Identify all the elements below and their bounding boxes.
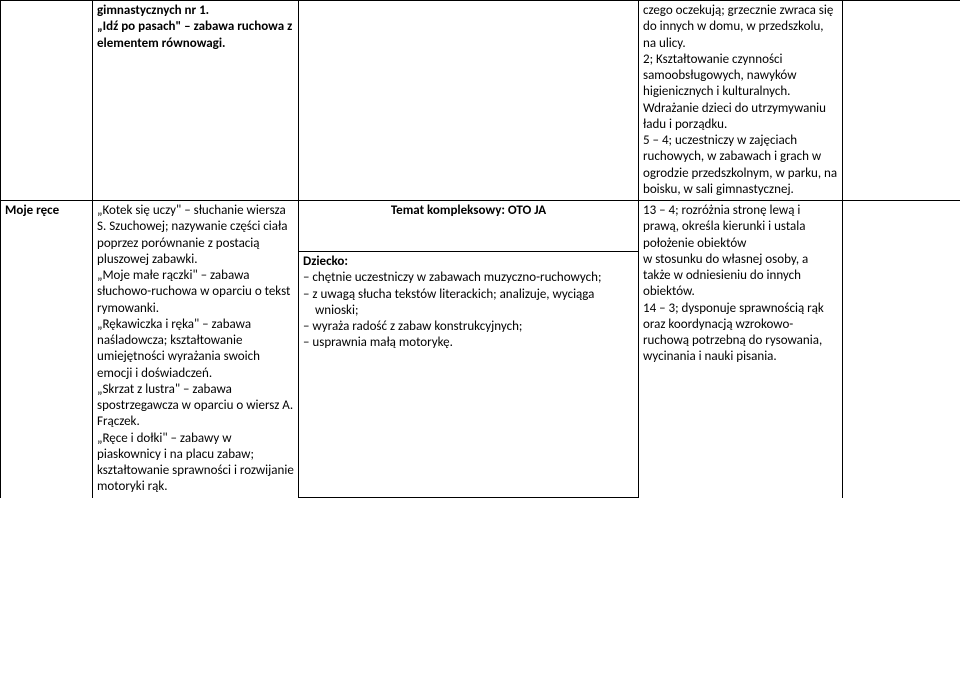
cell-notes: [843, 1, 960, 201]
list-item: usprawnia małą motorykę.: [315, 335, 634, 351]
theme-row: Moje ręce „Kotek się uczy" – słuchanie w…: [1, 201, 960, 252]
cell-curriculum: czego oczekują; grzecznie zwraca się do …: [639, 1, 843, 201]
curriculum-text: 13 – 4; rozróżnia stronę lewą i prawą, o…: [643, 203, 838, 366]
cell-topic: Moje ręce: [1, 201, 93, 498]
topic-label: Moje ręce: [5, 203, 88, 219]
curriculum-text: czego oczekują; grzecznie zwraca się do …: [643, 3, 838, 198]
cell-activities: gimnastycznych nr 1.„Idź po pasach" – za…: [93, 1, 299, 201]
child-list: chętnie uczestniczy w zabawach muzyczno-…: [303, 270, 634, 351]
table-row: gimnastycznych nr 1.„Idź po pasach" – za…: [1, 1, 960, 201]
cell-child-outcomes: Dziecko: chętnie uczestniczy w zabawach …: [299, 252, 639, 498]
cell-notes: [843, 201, 960, 498]
list-item: chętnie uczestniczy w zabawach muzyczno-…: [315, 270, 634, 286]
list-item: z uwagą słucha tekstów literackich; anal…: [315, 287, 634, 320]
activities-text: gimnastycznych nr 1.„Idź po pasach" – za…: [97, 3, 294, 52]
list-item: wyraża radość z zabaw konstrukcyjnych;: [315, 319, 634, 335]
lesson-plan-table: gimnastycznych nr 1.„Idź po pasach" – za…: [0, 0, 960, 498]
cell-child-outcomes: [299, 1, 639, 201]
cell-activities: „Kotek się uczy" – słuchanie wiersza S. …: [93, 201, 299, 498]
cell-topic: [1, 1, 93, 201]
cell-curriculum: 13 – 4; rozróżnia stronę lewą i prawą, o…: [639, 201, 843, 498]
activities-text: „Kotek się uczy" – słuchanie wiersza S. …: [97, 203, 294, 496]
child-heading: Dziecko:: [303, 254, 634, 270]
theme-header: Temat kompleksowy: OTO JA: [299, 201, 639, 252]
